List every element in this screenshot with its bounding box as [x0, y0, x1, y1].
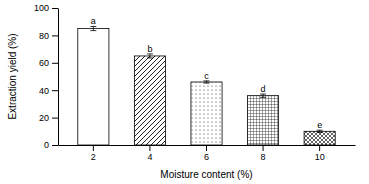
y-tick-label: 0 — [44, 140, 49, 150]
x-tick: 2 — [91, 145, 96, 162]
x-tick: 4 — [147, 145, 152, 162]
annotation: d — [261, 84, 266, 94]
annotation: a — [91, 16, 96, 26]
y-tick: 80 — [39, 31, 58, 41]
y-tick-label: 40 — [39, 86, 49, 96]
annotations: a b c d e — [91, 16, 322, 130]
error-bar — [204, 81, 210, 83]
y-tick-mark — [52, 145, 58, 146]
annotation: b — [147, 44, 152, 54]
y-tick: 40 — [39, 86, 58, 96]
x-tick-mark — [93, 145, 94, 151]
x-tick-label: 8 — [261, 152, 266, 162]
y-tick-mark — [52, 35, 58, 36]
x-tick-mark — [263, 145, 264, 151]
y-tick-label: 100 — [34, 3, 49, 13]
bars — [78, 26, 335, 145]
y-axis-line — [58, 9, 59, 146]
x-tick-mark — [206, 145, 207, 151]
annotation: e — [317, 120, 322, 130]
error-bar — [90, 26, 96, 30]
y-tick-mark — [52, 63, 58, 64]
x-axis: 2 4 6 8 10 — [59, 145, 356, 162]
annotation: c — [204, 71, 209, 81]
y-tick-label: 20 — [39, 113, 49, 123]
bar — [248, 96, 279, 145]
y-tick: 0 — [44, 140, 58, 150]
bar — [134, 56, 165, 145]
bar — [78, 29, 109, 145]
error-bar — [260, 94, 266, 97]
bar — [304, 131, 335, 145]
error-bar — [147, 54, 153, 58]
error-bar — [317, 130, 323, 132]
x-tick-mark — [319, 145, 320, 151]
y-axis: 0 20 40 60 80 100 — [34, 3, 59, 150]
x-axis-title: Moisture content (%) — [160, 169, 252, 180]
y-tick-mark — [52, 90, 58, 91]
x-tick-label: 10 — [315, 152, 325, 162]
y-tick-label: 60 — [39, 58, 49, 68]
x-tick: 8 — [261, 145, 266, 162]
y-tick-label: 80 — [39, 31, 49, 41]
y-tick: 100 — [34, 3, 58, 13]
y-tick-mark — [52, 118, 58, 119]
x-tick-label: 6 — [204, 152, 209, 162]
y-tick: 20 — [39, 113, 58, 123]
x-tick-label: 4 — [147, 152, 152, 162]
bar — [191, 82, 222, 145]
y-tick: 60 — [39, 58, 58, 68]
plot: 0 20 40 60 80 100 2 4 6 8 10 a b c d e — [34, 3, 356, 162]
y-axis-title: Extraction yield (%) — [7, 33, 18, 119]
y-tick-mark — [52, 8, 58, 9]
x-tick-label: 2 — [91, 152, 96, 162]
chart-svg: 0 20 40 60 80 100 2 4 6 8 10 a b c d e Moisture content … — [0, 0, 369, 184]
x-tick-mark — [149, 145, 150, 151]
x-tick: 6 — [204, 145, 209, 162]
x-tick: 10 — [315, 145, 325, 162]
chart-container: 0 20 40 60 80 100 2 4 6 8 10 a b c d e Moisture content … — [0, 0, 369, 184]
